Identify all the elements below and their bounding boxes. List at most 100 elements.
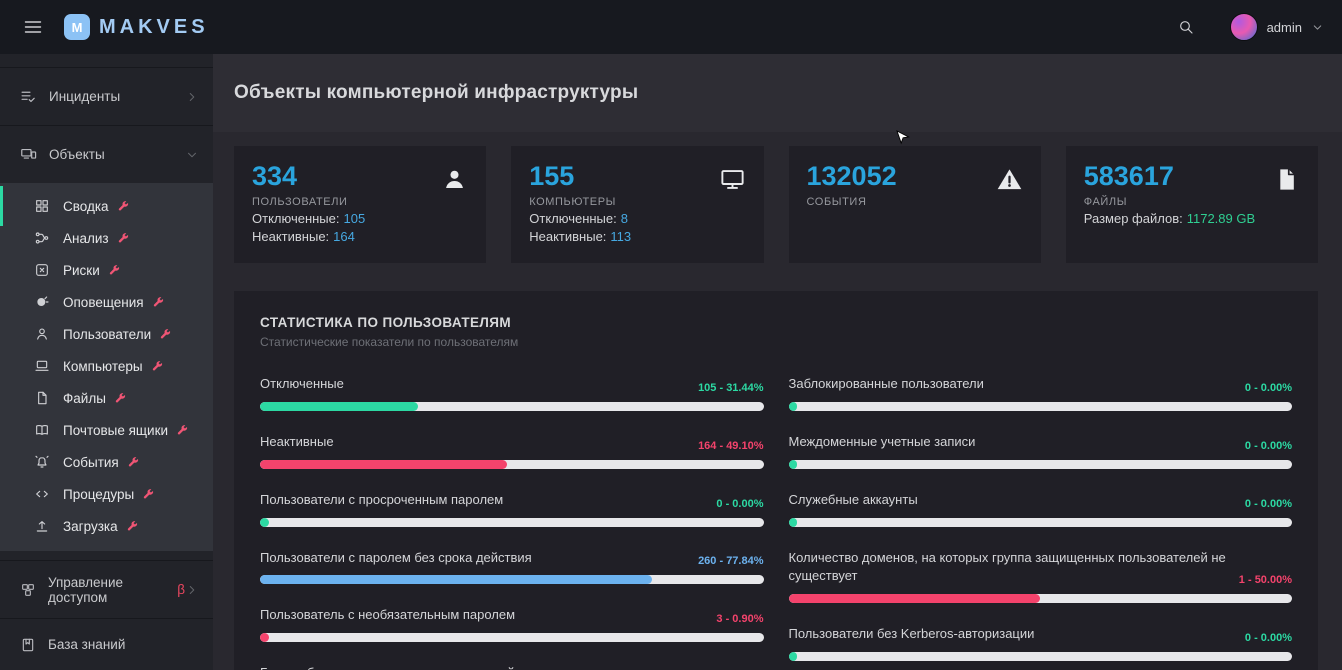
stat-row-label: Пользователи без Kerberos-авторизации [788, 626, 1035, 642]
stat-row: Количество доменов, на которых группа за… [788, 549, 1292, 604]
stat-row-label: Заблокированные пользователи [788, 376, 984, 391]
stat-row: Пользователи с паролем без срока действи… [260, 549, 764, 585]
avatar [1229, 13, 1258, 41]
card-value: 155 [529, 161, 575, 191]
stat-row: Пользователи с просроченным паролем 0 - … [260, 491, 764, 527]
stats-title: СТАТИСТИКА ПО ПОЛЬЗОВАТЕЛЯМ [260, 315, 512, 330]
brand-logo[interactable]: M MAKVES [64, 14, 209, 40]
sidebar-item-label: Управление доступом [48, 574, 124, 605]
stat-row-label: Междоменные учетные записи [788, 433, 976, 449]
subitem-icon [34, 486, 50, 502]
stat-row: Пользователи без Kerberos-авторизации 0 … [788, 625, 1292, 662]
users-statistics-panel: СТАТИСТИКА ПО ПОЛЬЗОВАТЕЛЯМ Статистическ… [234, 291, 1318, 670]
sidebar-subitem-upload[interactable]: Загрузка [0, 510, 213, 542]
stat-row-label: Количество доменов, на которых группа за… [788, 549, 1226, 584]
subitem-label: Загрузка [63, 518, 118, 534]
sidebar-item-access-management[interactable]: Управление доступом β [0, 560, 213, 618]
wrench-icon [158, 327, 172, 341]
card-value: 132052 [806, 161, 897, 191]
subitem-icon [34, 422, 50, 438]
sidebar-item-label: Инциденты [49, 89, 121, 104]
chevron-down-icon [1311, 21, 1324, 34]
card-label: ФАЙЛЫ [1083, 196, 1128, 208]
subitem-label: Процедуры [63, 486, 135, 502]
progress-fill [260, 517, 269, 527]
chevron-right-icon [185, 90, 199, 104]
brand-mark-icon: M [64, 14, 90, 40]
progress-fill [260, 459, 508, 469]
stat-row-value: 1 - 50.00% [1238, 574, 1292, 587]
user-fill-icon [441, 166, 468, 198]
subitem-label: Пользователи [63, 326, 152, 342]
subitem-icon [34, 454, 50, 470]
card-detail-line: Неактивные: 164 [252, 229, 355, 244]
subitem-label: Файлы [63, 390, 106, 406]
stats-column-left: Отключенные 105 - 31.44% Неактивные 164 … [260, 375, 764, 670]
sidebar-subitem-alarm[interactable]: События [0, 446, 213, 478]
progress-fill [260, 633, 269, 643]
hamburger-menu-icon[interactable] [16, 10, 50, 44]
wrench-icon [116, 199, 130, 213]
access-management-icon [20, 582, 36, 598]
sidebar-subitem-mailbox[interactable]: Почтовые ящики [0, 414, 213, 446]
progress-track [260, 459, 764, 469]
incidents-icon [20, 88, 37, 105]
main-content: Объекты компьютерной инфраструктуры 334 … [213, 54, 1342, 670]
sidebar-subitem-user[interactable]: Пользователи [0, 318, 213, 350]
card-detail-line: Отключенные: 8 [529, 211, 628, 226]
subitem-label: Почтовые ящики [63, 422, 169, 438]
sidebar-item-incidents[interactable]: Инциденты [0, 67, 213, 125]
progress-fill [788, 401, 798, 411]
stat-row: Междоменные учетные записи 0 - 0.00% [788, 433, 1292, 469]
stat-row-label: Группы без компьютеров и пользователей [260, 664, 515, 670]
stat-row: Заблокированные пользователи 0 - 0.00% [788, 375, 1292, 411]
user-menu[interactable]: admin [1229, 13, 1324, 41]
subitem-icon [34, 262, 50, 278]
stat-row-value: 164 - 49.10% [698, 439, 764, 452]
chevron-down-icon [185, 148, 199, 162]
sidebar-item-objects[interactable]: Объекты [0, 125, 213, 183]
sidebar-subitem-grid[interactable]: Сводка [0, 186, 213, 226]
card-detail-line: Отключенные: 105 [252, 211, 366, 226]
sidebar-subitem-laptop[interactable]: Компьютеры [0, 350, 213, 382]
objects-submenu: Сводка Анализ Риски Оповещения Пользоват… [0, 183, 213, 551]
top-bar: M MAKVES admin [0, 0, 1342, 54]
stat-card: 132052 СОБЫТИЯ [788, 146, 1041, 263]
progress-track [788, 652, 1292, 662]
stat-card: 155 КОМПЬЮТЕРЫ Отключенные: 8 Неактивные:… [511, 146, 764, 263]
wrench-icon [113, 391, 127, 405]
subitem-icon [34, 326, 50, 342]
progress-fill [260, 575, 652, 585]
stat-row-value: 0 - 0.00% [1244, 497, 1292, 510]
wrench-icon [141, 487, 155, 501]
subitem-icon [34, 294, 50, 310]
brand-text: MAKVES [99, 15, 209, 38]
page-title: Объекты компьютерной инфраструктуры [234, 82, 639, 103]
card-value: 583617 [1083, 161, 1174, 191]
progress-track [260, 575, 764, 585]
knowledge-base-icon [20, 637, 36, 653]
progress-track [788, 594, 1292, 604]
card-detail-line: Неактивные: 113 [529, 229, 632, 244]
progress-track [260, 633, 764, 643]
card-details: Размер файлов: 1172.89 GB [1084, 211, 1300, 226]
progress-track [788, 459, 1292, 469]
sidebar-item-label: Объекты [49, 147, 105, 162]
card-label: СОБЫТИЯ [806, 196, 867, 208]
stat-row-value: 0 - 0.00% [1244, 632, 1292, 645]
stat-row-label: Пользователь с необязательным паролем [260, 607, 516, 623]
progress-fill [788, 594, 1041, 604]
stat-row-value: 0 - 0.00% [1244, 381, 1292, 394]
card-detail-line: Размер файлов: 1172.89 GB [1083, 211, 1256, 226]
subitem-icon [34, 518, 50, 534]
stat-row: Неактивные 164 - 49.10% [260, 433, 764, 469]
wrench-icon [151, 295, 165, 309]
stat-row-label: Пользователи с паролем без срока действи… [260, 549, 532, 565]
search-icon[interactable] [1178, 19, 1194, 35]
sidebar-subitem-megaphone[interactable]: Оповещения [0, 286, 213, 318]
sidebar-item-knowledge-base[interactable]: База знаний [0, 618, 213, 670]
sidebar-subitem-code[interactable]: Процедуры [0, 478, 213, 510]
sidebar-subitem-branch[interactable]: Анализ [0, 222, 213, 254]
sidebar-subitem-risk[interactable]: Риски [0, 254, 213, 286]
sidebar-subitem-file[interactable]: Файлы [0, 382, 213, 414]
